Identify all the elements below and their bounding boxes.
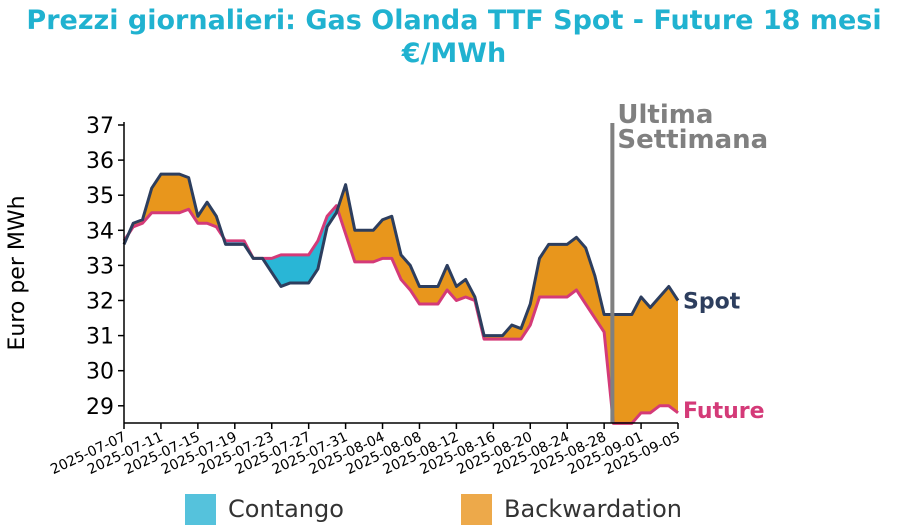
legend-backwardation: Backwardation (461, 493, 682, 525)
legend-label-contango: Contango (228, 495, 344, 523)
y-axis-label: Euro per MWh (5, 195, 30, 350)
subtitle-line: €/MWh (401, 38, 507, 69)
y-tick-label: 33 (86, 254, 114, 279)
series-label-spot: Spot (683, 290, 741, 315)
title-line: Prezzi giornalieri: Gas Olanda TTF Spot … (26, 5, 882, 36)
y-tick-label: 30 (86, 360, 114, 385)
y-tick-label: 37 (86, 114, 114, 139)
legend-label-backwardation: Backwardation (504, 495, 682, 523)
chart-title: Prezzi giornalieri: Gas Olanda TTF Spot … (0, 4, 908, 70)
annotation-label-line2: Settimana (617, 125, 768, 155)
legend-swatch-backwardation (461, 493, 492, 525)
annotation-label-line1: Ultima (617, 100, 713, 130)
legend-swatch-contango (185, 493, 216, 525)
legend-contango: Contango (185, 493, 344, 525)
y-tick-label: 35 (86, 184, 114, 209)
fill-layer (124, 174, 678, 424)
y-tick-label: 29 (86, 395, 114, 420)
series-line-future (122, 204, 679, 425)
backwardation-area (124, 174, 678, 424)
series-layer (122, 172, 680, 425)
series-line-spot (122, 172, 680, 338)
series-label-future: Future (683, 399, 765, 424)
y-tick-label: 36 (86, 149, 114, 174)
y-tick-label: 32 (86, 290, 114, 315)
y-tick-label: 31 (86, 325, 114, 350)
series-label-layer: Spot Future (683, 290, 765, 424)
y-tick-label: 34 (86, 219, 114, 244)
